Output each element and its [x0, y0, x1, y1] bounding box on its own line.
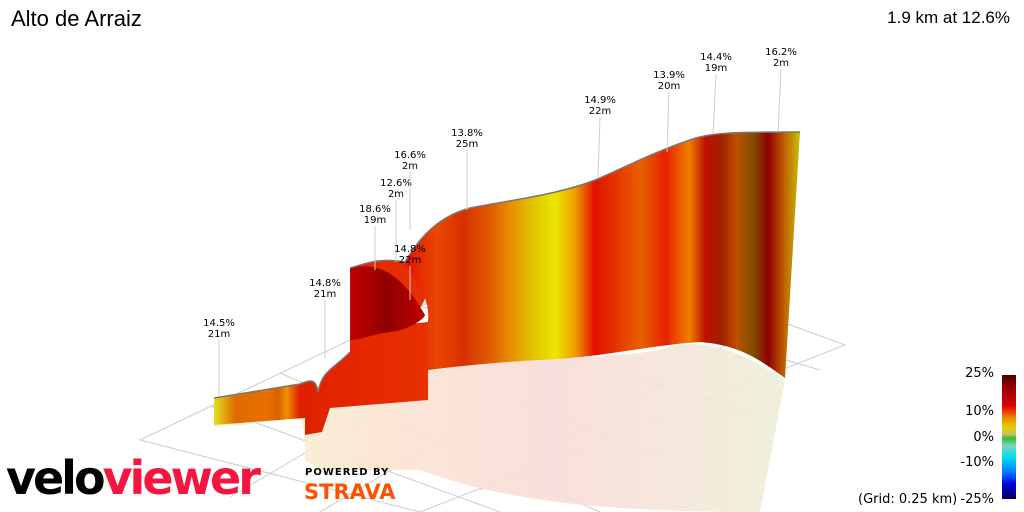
segment-summary: 1.9 km at 12.6% — [887, 8, 1010, 27]
svg-text:12.6%: 12.6% — [380, 178, 412, 189]
profile-reflection — [214, 344, 785, 512]
logo-viewer: viewer — [102, 451, 261, 505]
svg-text:13.9%: 13.9% — [653, 70, 685, 81]
svg-text:14.8%: 14.8% — [394, 244, 426, 255]
logo-velo: velo — [6, 451, 106, 505]
annotation-11: 16.2%2m — [765, 47, 797, 133]
legend-label-minus25: -25% — [960, 492, 994, 507]
powered-by-label: POWERED BY — [305, 467, 390, 478]
svg-text:16.6%: 16.6% — [394, 150, 426, 161]
annotation-5: 16.6%2m — [394, 150, 426, 230]
svg-text:14.8%: 14.8% — [309, 278, 341, 289]
grid-scale-note: (Grid: 0.25 km) — [858, 492, 958, 507]
profile-wall-main — [405, 132, 800, 378]
svg-text:14.5%: 14.5% — [203, 318, 235, 329]
profile-hairpin — [350, 266, 425, 340]
annotation-8: 14.9%22m — [584, 95, 616, 179]
annotation-10: 14.4%19m — [700, 52, 732, 135]
svg-text:19m: 19m — [364, 215, 386, 226]
svg-text:25m: 25m — [456, 139, 478, 150]
strava-logo[interactable]: STRAVA — [304, 480, 396, 504]
svg-text:20m: 20m — [658, 81, 680, 92]
svg-text:22m: 22m — [399, 255, 421, 266]
svg-text:13.8%: 13.8% — [451, 128, 483, 139]
profile-top-edge — [213, 131, 801, 399]
svg-text:21m: 21m — [314, 289, 336, 300]
legend-label-0: 0% — [973, 430, 994, 445]
annotation-group: 14.5%21m 14.8%21m 18.6%19m 12.6%2m 16.6%… — [203, 47, 797, 396]
legend-label-25: 25% — [965, 366, 994, 381]
svg-text:21m: 21m — [208, 329, 230, 340]
svg-text:2m: 2m — [773, 58, 789, 69]
annotation-6: 14.8%22m — [394, 244, 426, 300]
veloviewer-logo[interactable]: veloviewer — [6, 450, 261, 506]
legend-label-minus10: -10% — [960, 455, 994, 470]
svg-text:19m: 19m — [705, 63, 727, 74]
svg-text:16.2%: 16.2% — [765, 47, 797, 58]
annotation-9: 13.9%20m — [653, 70, 685, 153]
svg-text:14.9%: 14.9% — [584, 95, 616, 106]
svg-text:14.4%: 14.4% — [700, 52, 732, 63]
annotation-4: 12.6%2m — [380, 178, 412, 262]
annotation-7: 13.8%25m — [451, 128, 483, 210]
segment-title: Alto de Arraiz — [11, 6, 142, 31]
svg-text:22m: 22m — [589, 106, 611, 117]
annotation-3: 18.6%19m — [359, 204, 391, 270]
annotation-2: 14.8%21m — [309, 278, 341, 358]
legend-label-10: 10% — [965, 404, 994, 419]
annotation-1: 14.5%21m — [203, 318, 235, 396]
svg-text:2m: 2m — [388, 189, 404, 200]
svg-text:2m: 2m — [402, 161, 418, 172]
svg-text:18.6%: 18.6% — [359, 204, 391, 215]
gradient-colorbar — [1002, 375, 1016, 499]
